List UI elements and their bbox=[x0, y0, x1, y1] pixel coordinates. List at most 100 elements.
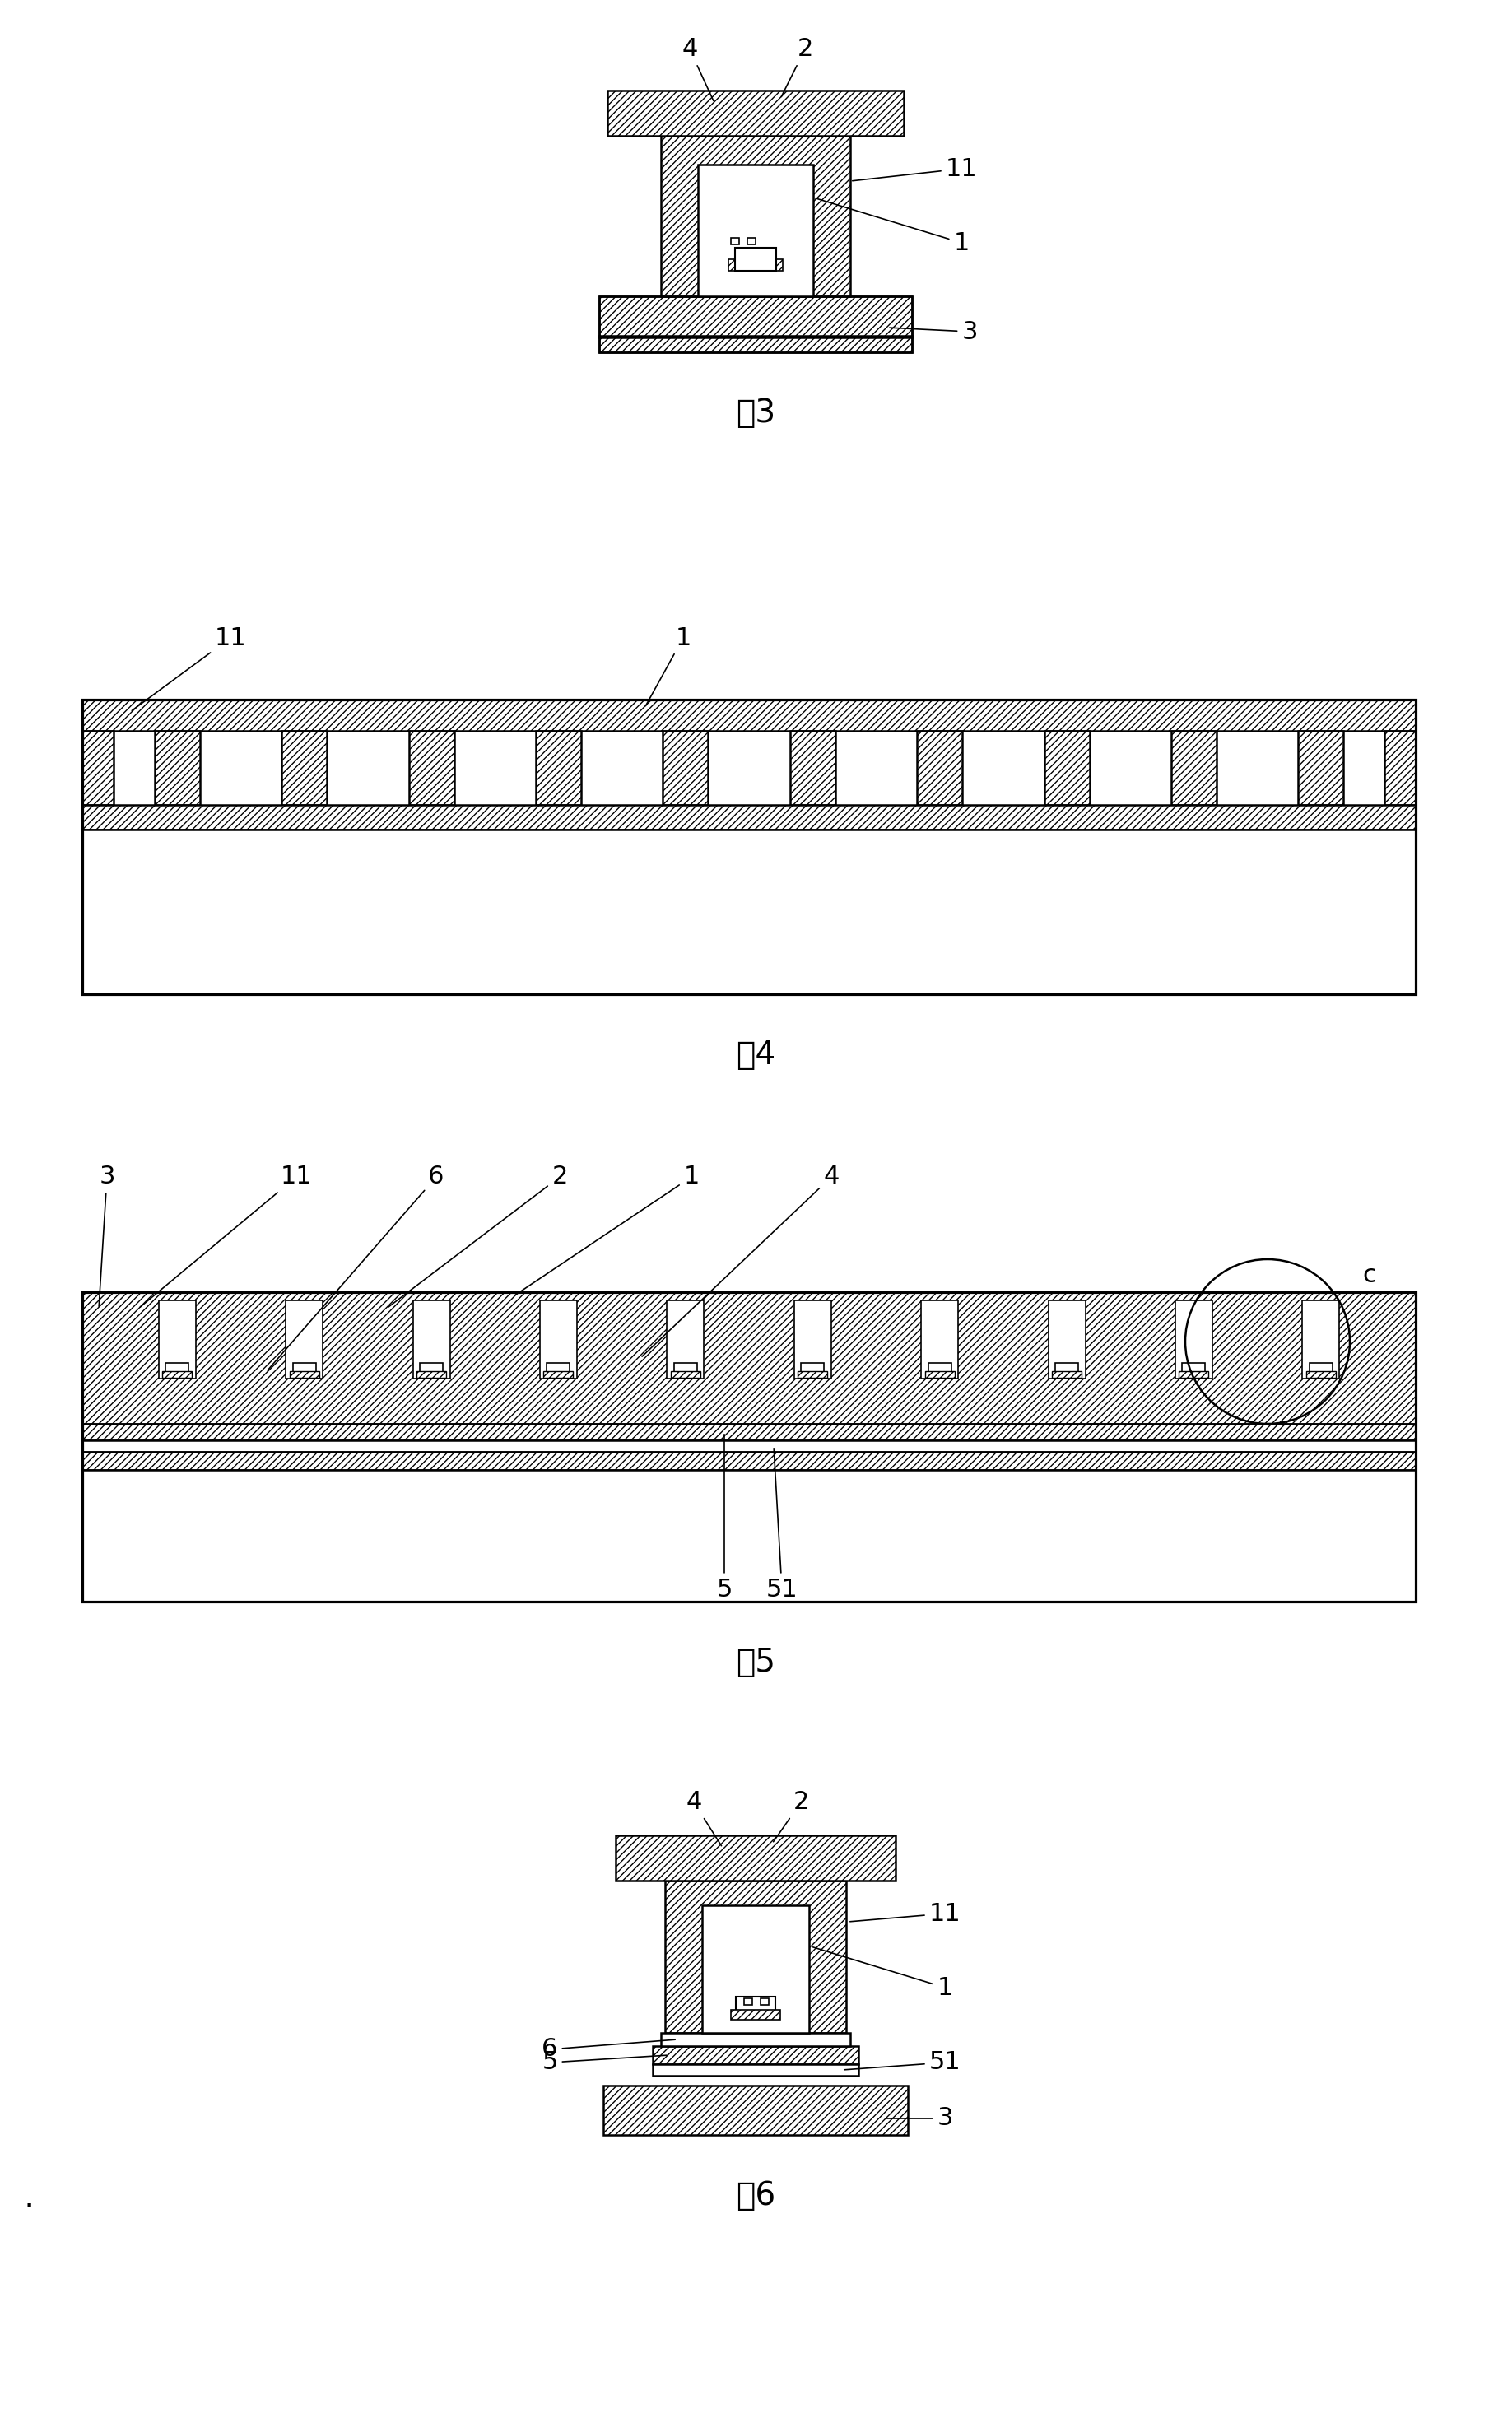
Bar bbox=[166, 1362, 189, 1376]
Text: 图3: 图3 bbox=[736, 397, 776, 429]
Bar bbox=[665, 1880, 847, 2033]
Bar bbox=[798, 1371, 827, 1379]
Bar bbox=[789, 732, 835, 804]
Bar bbox=[286, 1301, 322, 1379]
Bar bbox=[82, 804, 1415, 829]
Bar bbox=[1052, 1371, 1081, 1379]
Bar bbox=[599, 337, 912, 351]
Bar bbox=[289, 1371, 319, 1379]
Bar bbox=[925, 1371, 954, 1379]
Bar bbox=[1182, 1362, 1205, 1376]
Text: 5: 5 bbox=[717, 1434, 732, 1602]
Bar bbox=[735, 247, 776, 271]
Bar bbox=[761, 1999, 768, 2004]
Bar bbox=[82, 1471, 1415, 1602]
Text: 11: 11 bbox=[141, 1165, 313, 1306]
Bar bbox=[1045, 732, 1089, 804]
Bar bbox=[1179, 1371, 1208, 1379]
Text: 11: 11 bbox=[132, 625, 246, 710]
Bar bbox=[730, 2009, 780, 2021]
Text: 4: 4 bbox=[682, 36, 714, 102]
Bar bbox=[416, 1371, 446, 1379]
Text: 3: 3 bbox=[886, 2106, 953, 2130]
Text: 1: 1 bbox=[815, 199, 969, 254]
Bar bbox=[82, 732, 113, 804]
Bar bbox=[82, 1291, 1415, 1425]
Bar bbox=[543, 1371, 573, 1379]
Bar bbox=[608, 90, 904, 136]
Bar bbox=[674, 1362, 697, 1376]
Bar bbox=[1175, 1301, 1213, 1379]
Text: 11: 11 bbox=[850, 1902, 960, 1926]
Bar bbox=[747, 237, 756, 245]
Bar bbox=[154, 732, 200, 804]
Bar bbox=[661, 136, 850, 296]
Bar bbox=[1302, 1301, 1340, 1379]
Bar bbox=[162, 1371, 192, 1379]
Bar bbox=[293, 1362, 316, 1376]
Bar bbox=[671, 1371, 700, 1379]
Bar bbox=[82, 1291, 1415, 1602]
Text: 6: 6 bbox=[541, 2038, 676, 2062]
Bar bbox=[159, 1301, 195, 1379]
Bar bbox=[1299, 732, 1344, 804]
Text: 5: 5 bbox=[541, 2050, 667, 2074]
Bar bbox=[408, 732, 454, 804]
Bar bbox=[916, 732, 962, 804]
Bar bbox=[599, 296, 912, 337]
Bar bbox=[82, 1439, 1415, 1451]
Text: 图4: 图4 bbox=[736, 1039, 776, 1071]
Bar bbox=[661, 2033, 850, 2045]
Text: 4: 4 bbox=[686, 1791, 721, 1846]
Bar bbox=[921, 1301, 959, 1379]
Text: 1: 1 bbox=[516, 1165, 700, 1294]
Text: c: c bbox=[1362, 1265, 1376, 1287]
Text: 1: 1 bbox=[813, 1948, 953, 1999]
Bar bbox=[615, 1834, 895, 1880]
Bar bbox=[599, 296, 912, 351]
Text: 11: 11 bbox=[853, 157, 977, 182]
Text: 51: 51 bbox=[767, 1449, 798, 1602]
Bar bbox=[699, 165, 813, 296]
Text: 2: 2 bbox=[773, 1791, 809, 1841]
Bar bbox=[667, 1301, 705, 1379]
Bar bbox=[653, 2064, 859, 2077]
Bar bbox=[1309, 1362, 1332, 1376]
Bar bbox=[535, 732, 581, 804]
Text: 1: 1 bbox=[646, 625, 691, 705]
Bar bbox=[82, 1451, 1415, 1471]
Bar bbox=[801, 1362, 824, 1376]
Bar bbox=[1055, 1362, 1078, 1376]
Bar bbox=[730, 237, 739, 245]
Text: 2: 2 bbox=[389, 1165, 567, 1308]
Bar bbox=[281, 732, 327, 804]
Bar bbox=[653, 2045, 859, 2064]
Bar bbox=[540, 1301, 578, 1379]
Text: 3: 3 bbox=[98, 1165, 115, 1306]
Text: 图5: 图5 bbox=[736, 1648, 776, 1679]
Bar bbox=[928, 1362, 951, 1376]
Bar bbox=[82, 1425, 1415, 1439]
Bar bbox=[413, 1301, 449, 1379]
Text: 6: 6 bbox=[268, 1165, 445, 1371]
Bar bbox=[82, 700, 1415, 732]
Bar bbox=[1306, 1371, 1335, 1379]
Bar bbox=[729, 259, 783, 271]
Bar bbox=[736, 1997, 776, 2018]
Bar bbox=[1172, 732, 1217, 804]
Bar bbox=[547, 1362, 570, 1376]
Text: .: . bbox=[23, 2181, 35, 2215]
Bar bbox=[744, 1999, 753, 2004]
Text: 3: 3 bbox=[889, 320, 978, 344]
Bar bbox=[82, 700, 1415, 993]
Text: 2: 2 bbox=[782, 36, 813, 97]
Bar bbox=[702, 1904, 809, 2033]
Bar bbox=[794, 1301, 832, 1379]
Bar bbox=[1048, 1301, 1086, 1379]
Text: 51: 51 bbox=[844, 2050, 960, 2074]
Bar bbox=[82, 829, 1415, 993]
Bar bbox=[420, 1362, 443, 1376]
Bar bbox=[662, 732, 708, 804]
Text: 4: 4 bbox=[643, 1165, 839, 1357]
Bar bbox=[603, 2086, 907, 2135]
